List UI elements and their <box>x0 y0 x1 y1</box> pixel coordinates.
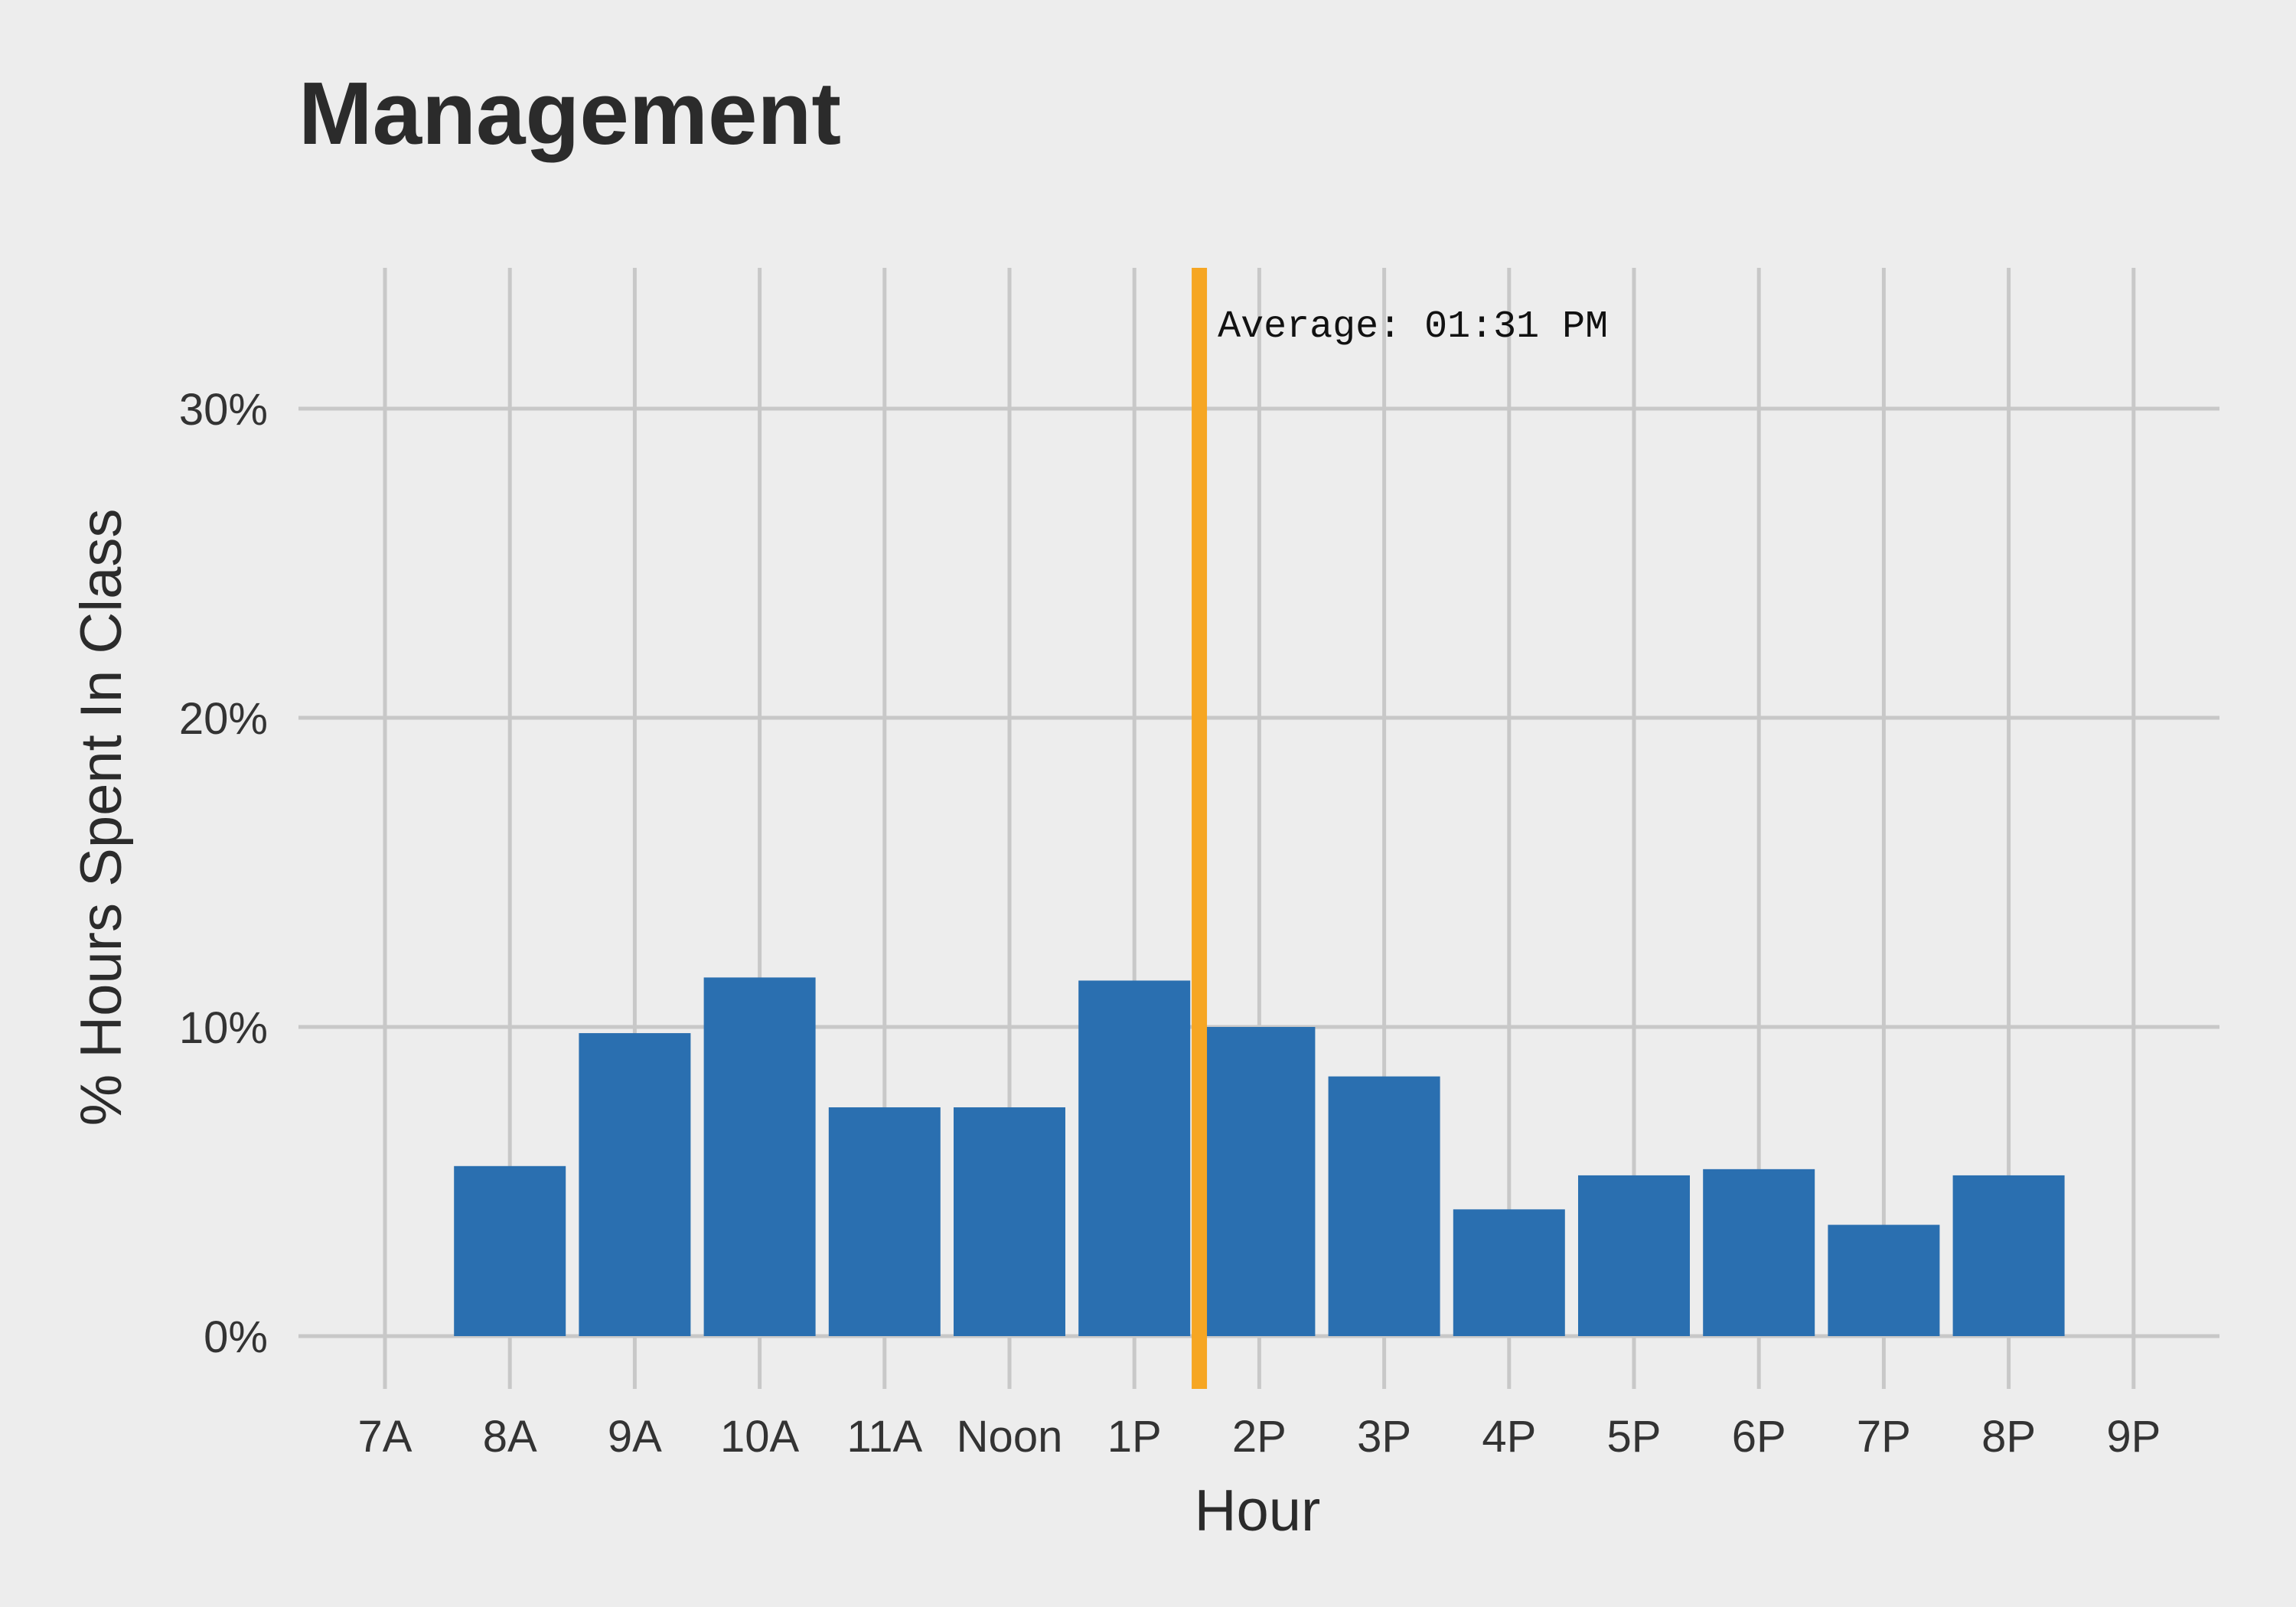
x-tick-label: 10A <box>720 1412 800 1462</box>
bar-2p <box>1203 1027 1316 1336</box>
y-tick-label: 0% <box>204 1312 268 1362</box>
x-tick-label: 11A <box>846 1412 922 1462</box>
x-tick-label: 8P <box>1981 1412 2036 1462</box>
x-tick-label: 3P <box>1357 1412 1411 1462</box>
y-axis-ticks: 0% 10% 20% 30% <box>179 385 268 1362</box>
bar-7p <box>1828 1224 1940 1336</box>
x-tick-label: 1P <box>1107 1412 1162 1462</box>
y-axis-label: % Hours Spent In Class <box>69 509 134 1126</box>
y-tick-label: 10% <box>179 1003 268 1053</box>
x-tick-label: 7A <box>358 1412 413 1462</box>
x-tick-label: Noon <box>957 1412 1063 1462</box>
bar-1p <box>1078 980 1191 1336</box>
bar-11a <box>828 1107 941 1336</box>
bar-9a <box>579 1033 691 1336</box>
y-tick-label: 20% <box>179 694 268 744</box>
x-tick-label: 5P <box>1607 1412 1662 1462</box>
bar-6p <box>1703 1169 1815 1336</box>
bar-8a <box>454 1165 566 1336</box>
x-axis-label: Hour <box>1195 1478 1321 1543</box>
bar-8p <box>1952 1175 2065 1336</box>
average-marker: Average: 01:31 PM <box>1192 268 1608 1389</box>
bar-4p <box>1453 1209 1565 1336</box>
average-label: Average: 01:31 PM <box>1218 305 1608 349</box>
x-tick-label: 9A <box>608 1412 662 1462</box>
bar-3p <box>1328 1076 1440 1336</box>
average-line <box>1192 268 1208 1389</box>
x-tick-label: 7P <box>1857 1412 1911 1462</box>
chart-title: Management <box>298 64 841 163</box>
x-tick-label: 2P <box>1232 1412 1287 1462</box>
bars <box>454 977 2065 1336</box>
x-tick-label: 6P <box>1732 1412 1786 1462</box>
x-tick-label: 8A <box>483 1412 537 1462</box>
bar-noon <box>954 1107 1065 1336</box>
x-tick-label: 4P <box>1482 1412 1536 1462</box>
bar-5p <box>1578 1175 1690 1336</box>
x-axis-ticks: 7A 8A 9A 10A 11A Noon 1P 2P 3P 4P 5P 6P 7P 8P 9P <box>358 1412 2161 1462</box>
y-tick-label: 30% <box>179 385 268 435</box>
x-tick-label: 9P <box>2106 1412 2161 1462</box>
bar-10a <box>703 977 816 1336</box>
